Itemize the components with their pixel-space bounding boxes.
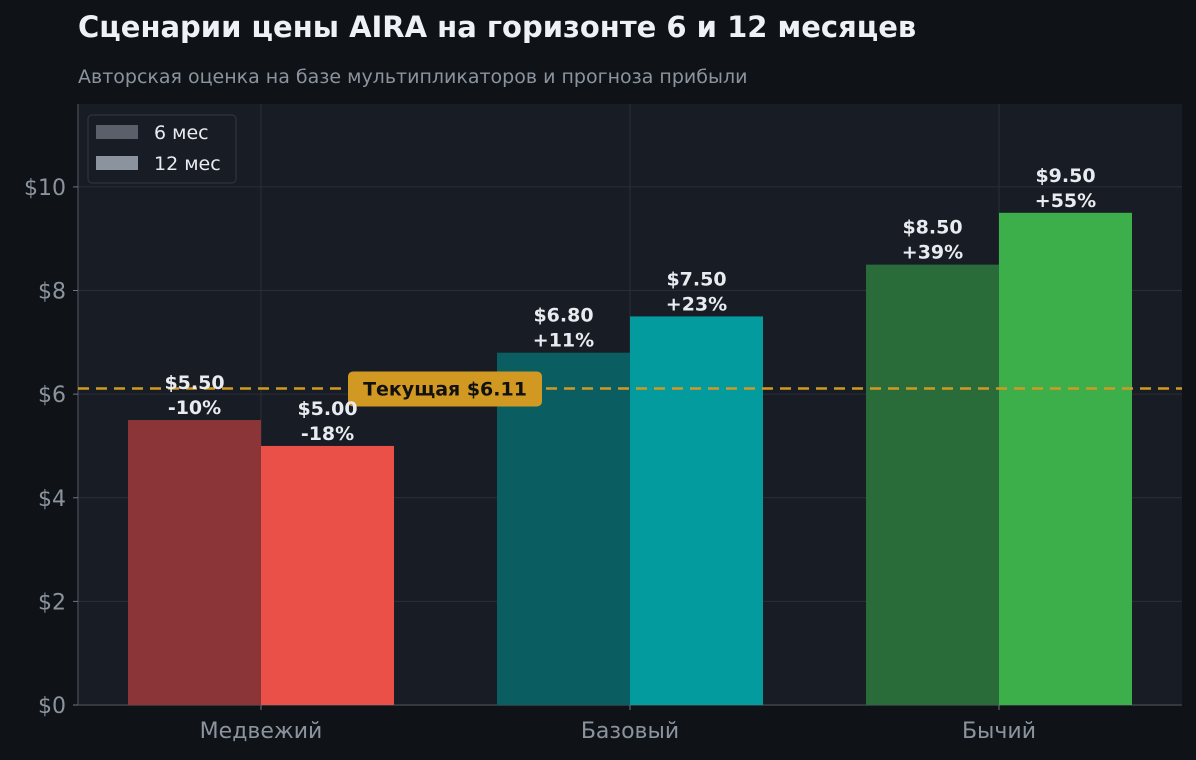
bar-value-label: $8.50 bbox=[902, 217, 962, 239]
current-price-badge bbox=[348, 371, 542, 407]
y-tick-label: $10 bbox=[24, 176, 66, 201]
y-axis-ticks: $0 $2 $4 $6 $8 $10 bbox=[24, 176, 78, 719]
y-tick-label: $0 bbox=[38, 694, 66, 719]
reference-line-group: Текущая $6.11 bbox=[78, 371, 1182, 407]
bar-change-label: -18% bbox=[301, 423, 354, 445]
bar-value-label: $5.50 bbox=[164, 372, 224, 394]
bar bbox=[261, 445, 394, 705]
bar bbox=[866, 264, 999, 705]
bar-change-label: +39% bbox=[902, 242, 963, 264]
bar bbox=[999, 212, 1132, 705]
x-tick-label: Базовый bbox=[581, 719, 679, 744]
bar-labels: $5.50 -10% $6.80 +11% $8.50 +39% $5.00 -18% $7.5… bbox=[164, 165, 1096, 445]
bar-value-label: $5.00 bbox=[297, 398, 357, 420]
bar-change-label: +55% bbox=[1035, 190, 1096, 212]
x-tick-label: Бычий bbox=[962, 719, 1036, 744]
bar-value-label: $9.50 bbox=[1035, 165, 1095, 187]
legend: 6 мес 12 мес bbox=[87, 114, 237, 184]
bar-change-label: +11% bbox=[533, 330, 594, 352]
bar-change-label: +23% bbox=[666, 293, 727, 315]
bar bbox=[630, 316, 763, 705]
chart-title: Сценарии цены AIRA на горизонте 6 и 12 м… bbox=[78, 10, 917, 44]
bar-value-label: $6.80 bbox=[533, 305, 593, 327]
bar bbox=[497, 352, 630, 705]
y-tick-label: $6 bbox=[38, 383, 66, 408]
legend-label-6m: 6 мес bbox=[154, 122, 209, 144]
legend-label-12m: 12 мес bbox=[154, 153, 221, 175]
bars bbox=[128, 212, 1132, 705]
chart-subtitle: Авторская оценка на базе мультипликаторо… bbox=[78, 66, 748, 88]
legend-swatch-6m bbox=[96, 125, 138, 139]
bar-value-label: $7.50 bbox=[666, 268, 726, 290]
y-tick-label: $8 bbox=[38, 280, 66, 305]
x-axis-ticks: Медвежий Базовый Бычий bbox=[200, 705, 1036, 744]
bar-change-label: -10% bbox=[168, 397, 221, 419]
x-tick-label: Медвежий bbox=[200, 719, 323, 744]
legend-swatch-12m bbox=[96, 156, 138, 170]
y-tick-label: $4 bbox=[38, 487, 66, 512]
y-tick-label: $2 bbox=[38, 590, 66, 615]
current-price-label: Текущая $6.11 bbox=[363, 378, 527, 400]
bar bbox=[128, 420, 261, 705]
